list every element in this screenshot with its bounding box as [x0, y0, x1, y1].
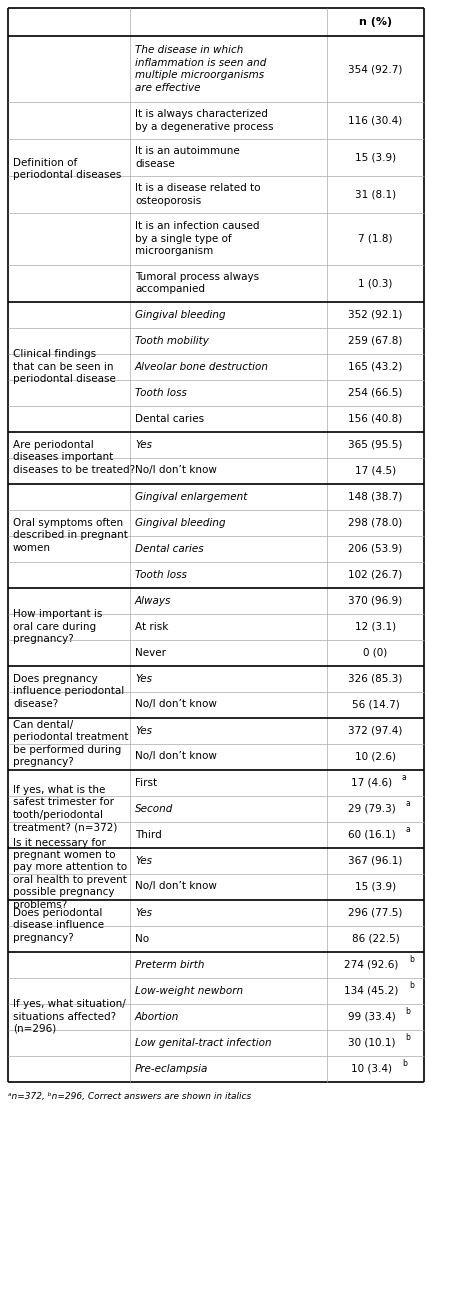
Text: b: b	[406, 1008, 410, 1017]
Text: 367 (96.1): 367 (96.1)	[348, 855, 403, 866]
Text: Clinical findings
that can be seen in
periodontal disease: Clinical findings that can be seen in pe…	[13, 349, 116, 384]
Text: ᵃn=372, ᵇn=296, Correct answers are shown in italics: ᵃn=372, ᵇn=296, Correct answers are show…	[8, 1092, 251, 1101]
Text: Gingival bleeding: Gingival bleeding	[135, 518, 225, 527]
Text: 15 (3.9): 15 (3.9)	[355, 881, 396, 891]
Text: No/I don’t know: No/I don’t know	[135, 752, 217, 761]
Text: Preterm birth: Preterm birth	[135, 960, 204, 969]
Text: 86 (22.5): 86 (22.5)	[351, 934, 400, 943]
Text: Is it necessary for
pregnant women to
pay more attention to
oral health to preve: Is it necessary for pregnant women to pa…	[13, 837, 127, 910]
Text: Never: Never	[135, 647, 166, 658]
Text: Yes: Yes	[135, 439, 152, 450]
Text: It is always characterized
by a degenerative process: It is always characterized by a degenera…	[135, 110, 274, 132]
Text: 56 (14.7): 56 (14.7)	[351, 699, 400, 709]
Text: How important is
oral care during
pregnancy?: How important is oral care during pregna…	[13, 609, 103, 643]
Text: 134 (45.2): 134 (45.2)	[344, 986, 399, 996]
Text: 372 (97.4): 372 (97.4)	[348, 726, 403, 735]
Text: 1 (0.3): 1 (0.3)	[358, 278, 393, 288]
Text: 254 (66.5): 254 (66.5)	[348, 388, 403, 398]
Text: Yes: Yes	[135, 726, 152, 735]
Text: b: b	[410, 982, 414, 991]
Text: 15 (3.9): 15 (3.9)	[355, 152, 396, 163]
Text: 365 (95.5): 365 (95.5)	[348, 439, 403, 450]
Text: No/I don’t know: No/I don’t know	[135, 465, 217, 475]
Text: At risk: At risk	[135, 621, 168, 632]
Text: Dental caries: Dental caries	[135, 413, 204, 424]
Text: 30 (10.1): 30 (10.1)	[348, 1037, 395, 1048]
Text: Tooth loss: Tooth loss	[135, 570, 187, 580]
Text: 354 (92.7): 354 (92.7)	[348, 65, 403, 74]
Text: Are periodontal
diseases important
diseases to be treated?: Are periodontal diseases important disea…	[13, 441, 135, 475]
Text: 60 (16.1): 60 (16.1)	[348, 829, 395, 840]
Text: Yes: Yes	[135, 907, 152, 917]
Text: a: a	[406, 826, 410, 835]
Text: 10 (2.6): 10 (2.6)	[355, 752, 396, 761]
Text: 102 (26.7): 102 (26.7)	[348, 570, 403, 580]
Text: Third: Third	[135, 829, 162, 840]
Text: It is a disease related to
osteoporosis: It is a disease related to osteoporosis	[135, 183, 261, 205]
Text: 298 (78.0): 298 (78.0)	[348, 518, 403, 527]
Text: Does periodontal
disease influence
pregnancy?: Does periodontal disease influence pregn…	[13, 908, 104, 943]
Text: No/I don’t know: No/I don’t know	[135, 699, 217, 709]
Text: 116 (30.4): 116 (30.4)	[348, 115, 403, 125]
Text: Yes: Yes	[135, 673, 152, 683]
Text: Does pregnancy
influence periodontal
disease?: Does pregnancy influence periodontal dis…	[13, 674, 124, 709]
Text: First: First	[135, 778, 157, 788]
Text: 148 (38.7): 148 (38.7)	[348, 491, 403, 501]
Text: Gingival bleeding: Gingival bleeding	[135, 310, 225, 319]
Text: 12 (3.1): 12 (3.1)	[355, 621, 396, 632]
Text: Tooth loss: Tooth loss	[135, 388, 187, 398]
Text: Definition of
periodontal diseases: Definition of periodontal diseases	[13, 158, 122, 180]
Text: 99 (33.4): 99 (33.4)	[347, 1012, 396, 1022]
Text: Always: Always	[135, 596, 171, 606]
Text: b: b	[410, 955, 414, 964]
Text: The disease in which
inflammation is seen and
multiple microorganisms
are effect: The disease in which inflammation is see…	[135, 45, 266, 93]
Text: Second: Second	[135, 804, 173, 814]
Text: b: b	[402, 1059, 407, 1068]
Text: n (%): n (%)	[359, 17, 392, 27]
Text: 10 (3.4): 10 (3.4)	[351, 1063, 392, 1074]
Text: 7 (1.8): 7 (1.8)	[358, 234, 393, 244]
Text: No/I don’t know: No/I don’t know	[135, 881, 217, 891]
Text: No: No	[135, 934, 149, 943]
Text: Abortion: Abortion	[135, 1012, 180, 1022]
Text: 370 (96.9): 370 (96.9)	[348, 596, 403, 606]
Text: Low genital-tract infection: Low genital-tract infection	[135, 1037, 272, 1048]
Text: 17 (4.6): 17 (4.6)	[351, 778, 392, 788]
Text: Tooth mobility: Tooth mobility	[135, 336, 209, 345]
Text: 259 (67.8): 259 (67.8)	[348, 336, 403, 345]
Text: If yes, what situation/
situations affected?
(n=296): If yes, what situation/ situations affec…	[13, 999, 126, 1034]
Text: 165 (43.2): 165 (43.2)	[348, 362, 403, 372]
Text: Alveolar bone destruction: Alveolar bone destruction	[135, 362, 269, 372]
Text: Oral symptoms often
described in pregnant
women: Oral symptoms often described in pregnan…	[13, 518, 128, 553]
Text: Gingival enlargement: Gingival enlargement	[135, 491, 248, 501]
Text: 296 (77.5): 296 (77.5)	[348, 907, 403, 917]
Text: Dental caries: Dental caries	[135, 544, 203, 553]
Text: 29 (79.3): 29 (79.3)	[347, 804, 396, 814]
Text: 274 (92.6): 274 (92.6)	[344, 960, 399, 969]
Text: Yes: Yes	[135, 855, 152, 866]
Text: 17 (4.5): 17 (4.5)	[355, 465, 396, 475]
Text: b: b	[406, 1034, 410, 1043]
Text: It is an infection caused
by a single type of
microorganism: It is an infection caused by a single ty…	[135, 221, 260, 256]
Text: a: a	[406, 800, 410, 809]
Text: 206 (53.9): 206 (53.9)	[348, 544, 403, 553]
Text: If yes, what is the
safest trimester for
tooth/periodontal
treatment? (n=372): If yes, what is the safest trimester for…	[13, 786, 117, 832]
Text: Can dental/
periodontal treatment
be performed during
pregnancy?: Can dental/ periodontal treatment be per…	[13, 720, 129, 767]
Text: Pre-eclampsia: Pre-eclampsia	[135, 1063, 208, 1074]
Text: 326 (85.3): 326 (85.3)	[348, 673, 403, 683]
Text: 0 (0): 0 (0)	[364, 647, 387, 658]
Text: 156 (40.8): 156 (40.8)	[348, 413, 403, 424]
Text: Low-weight newborn: Low-weight newborn	[135, 986, 243, 996]
Text: a: a	[402, 774, 407, 783]
Text: It is an autoimmune
disease: It is an autoimmune disease	[135, 146, 240, 169]
Text: 352 (92.1): 352 (92.1)	[348, 310, 403, 319]
Text: Tumoral process always
accompanied: Tumoral process always accompanied	[135, 271, 259, 295]
Text: 31 (8.1): 31 (8.1)	[355, 190, 396, 199]
